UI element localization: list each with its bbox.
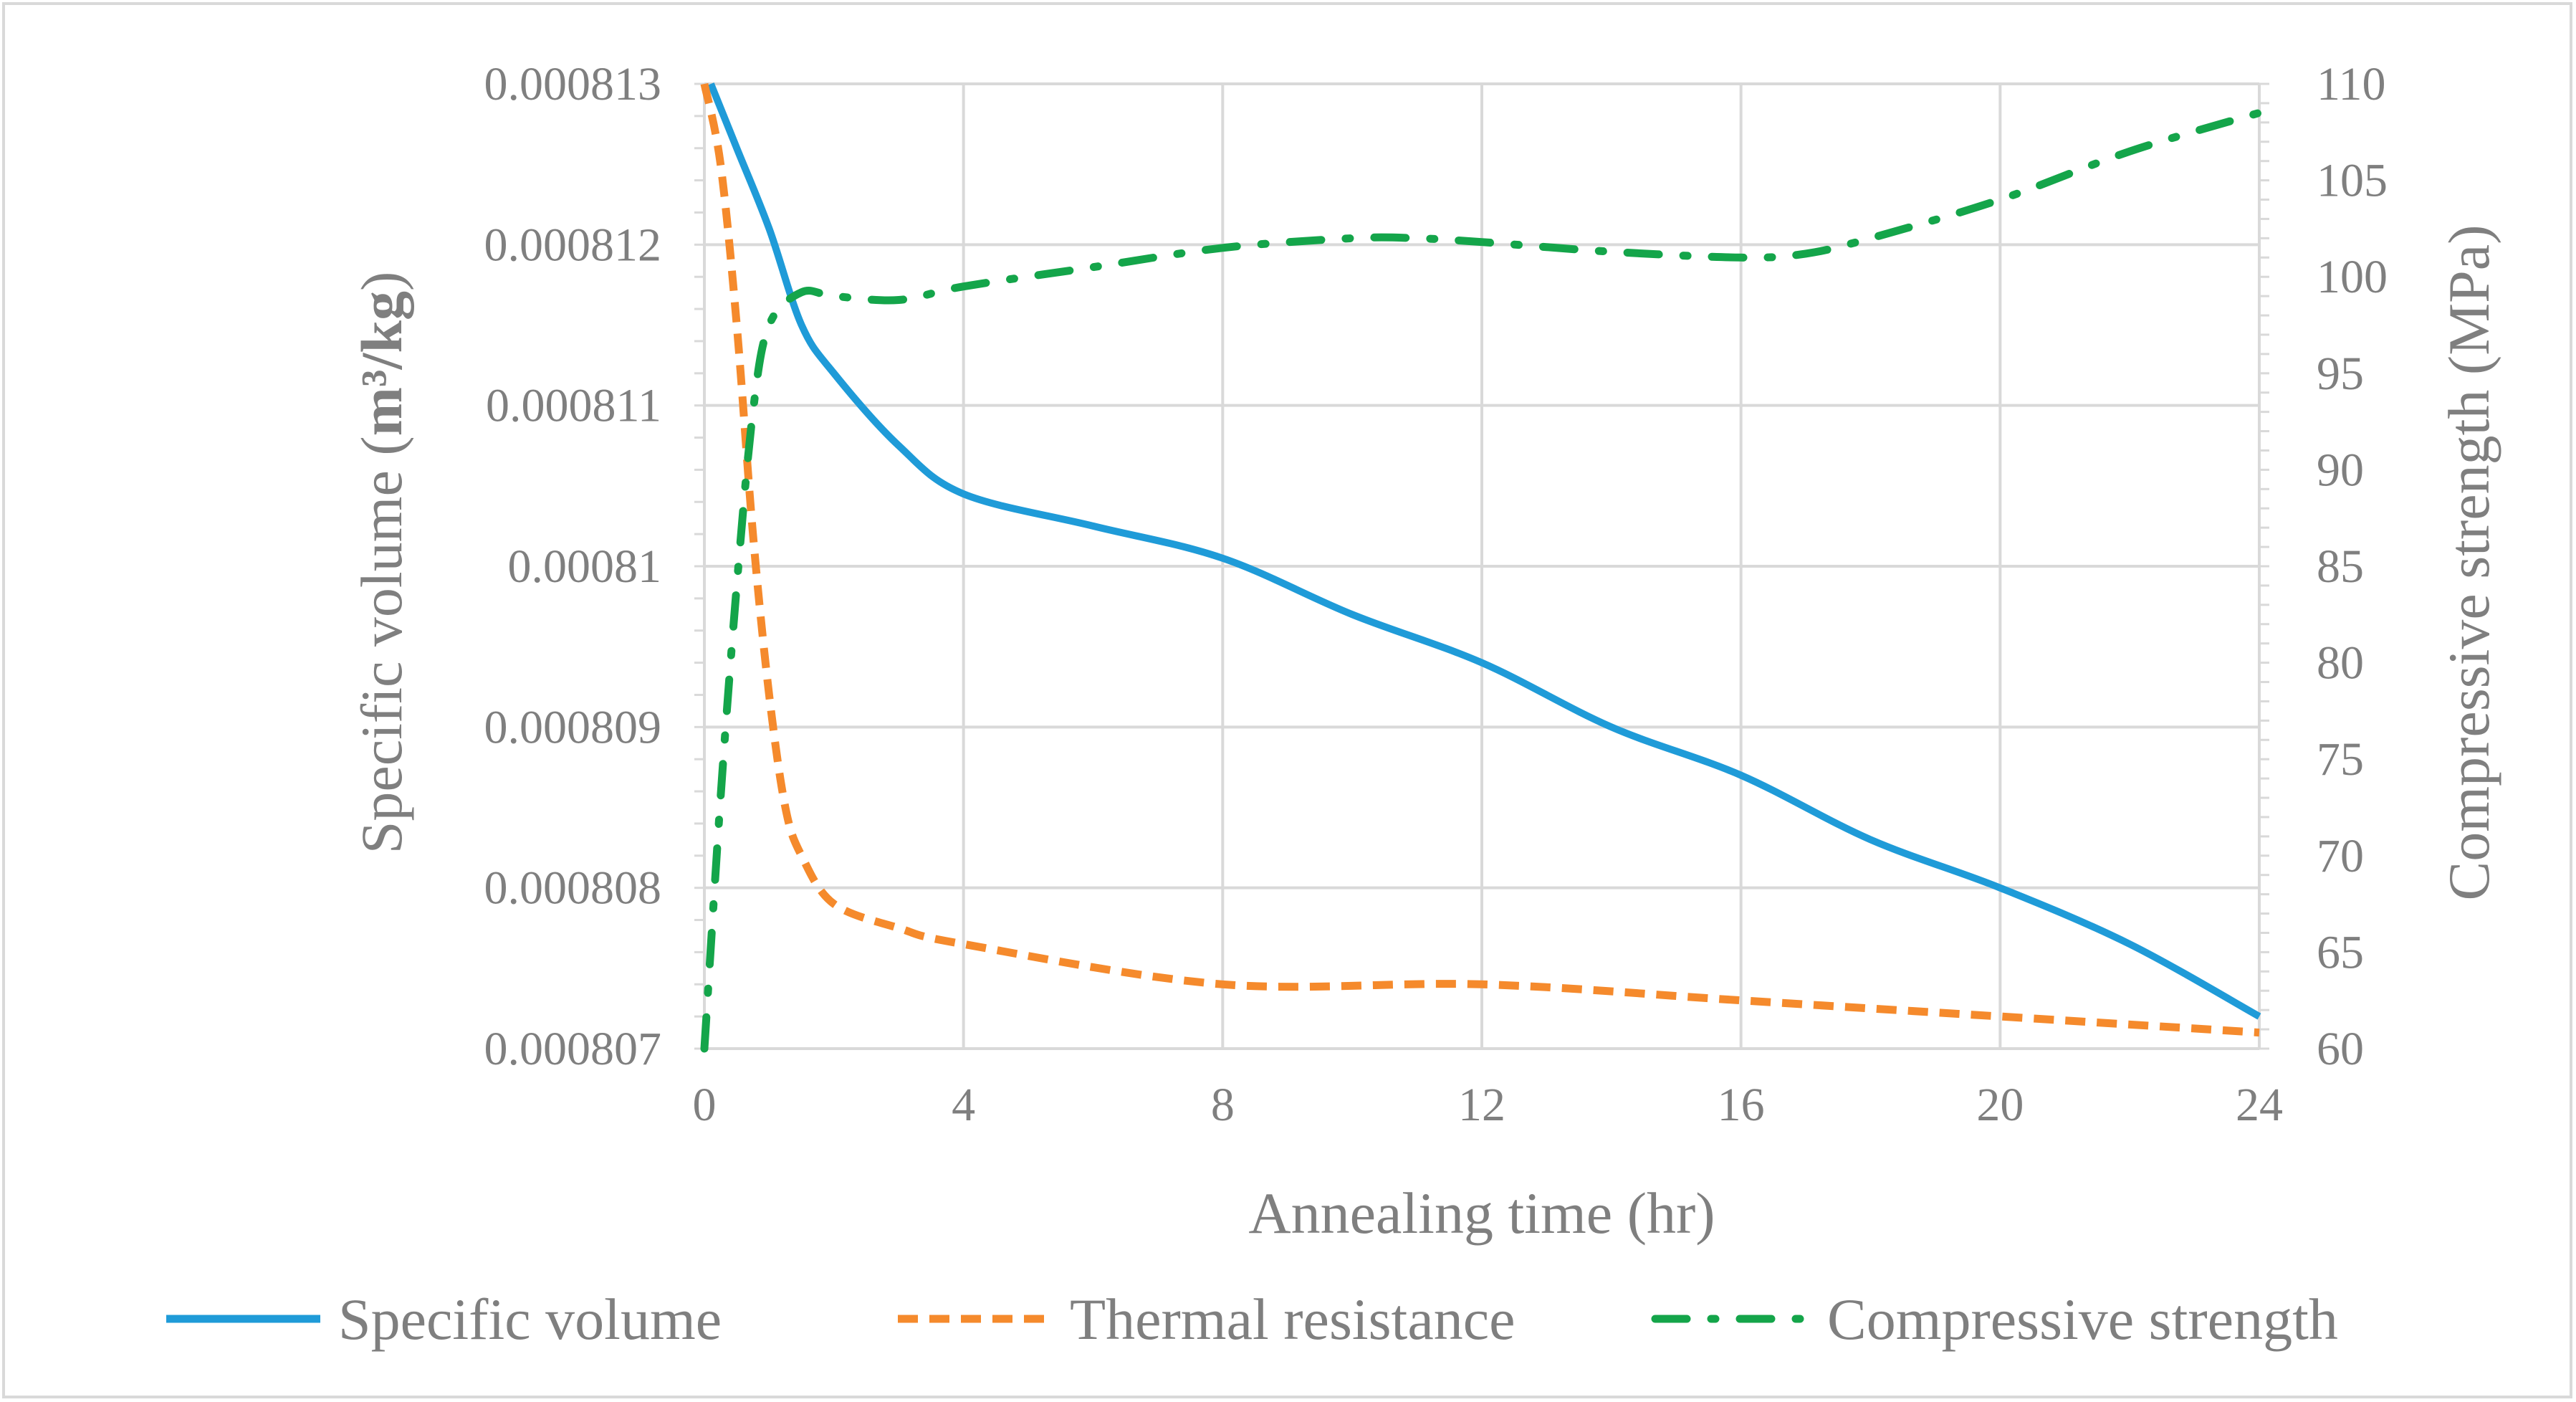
series-line-thermal-resistance [700,82,2260,1037]
right-y-tick-label: 105 [2317,155,2388,207]
left-y-axis-title: Specific volume (m³/kg) [349,272,414,854]
left-y-axis-ticks: 0.000807 0.000808 0.000809 0.00081 0.000811 0… [484,58,662,1075]
left-y-tick-label: 0.000812 [484,219,662,271]
left-y-axis-title-unit: m³/kg [349,291,414,436]
series-line-specific-volume [707,82,2261,1020]
right-y-tick-label: 90 [2317,444,2364,496]
x-axis-ticks: 0 4 8 12 16 20 24 [693,1079,2284,1131]
x-tick-label: 12 [1458,1079,1505,1131]
legend-label-specific-volume: Specific volume [338,1287,722,1352]
right-y-tick-label: 80 [2317,637,2364,690]
legend-label-thermal-resistance: Thermal resistance [1070,1287,1516,1352]
series-line-compressive-strength [700,108,2264,1053]
left-y-axis-title-prefix: Specific volume ( [349,436,414,854]
right-y-tick-label: 75 [2317,733,2364,786]
left-y-tick-label: 0.000808 [484,862,662,915]
right-y-tick-label: 85 [2317,540,2364,593]
right-y-axis-title: Compressive strength (MPa) [2436,225,2501,901]
x-tick-label: 20 [1976,1079,2024,1131]
right-y-tick-label: 100 [2317,251,2388,303]
left-y-tick-label: 0.000813 [484,58,662,110]
right-y-tick-label: 65 [2317,926,2364,978]
x-tick-label: 8 [1211,1079,1235,1131]
left-y-tick-label: 0.000807 [484,1023,662,1075]
right-y-tick-label: 60 [2317,1023,2364,1075]
legend-label-compressive-strength: Compressive strength [1827,1287,2338,1352]
right-y-tick-label: 70 [2317,830,2364,882]
x-tick-label: 4 [952,1079,975,1131]
left-y-tick-label: 0.000809 [484,701,662,753]
x-tick-label: 0 [693,1079,717,1131]
x-tick-label: 16 [1718,1079,1765,1131]
x-tick-label: 24 [2236,1079,2283,1131]
left-y-tick-label: 0.00081 [508,540,662,593]
right-y-axis-ticks: 60 65 70 75 80 85 90 95 100 105 110 [2317,58,2388,1075]
right-y-tick-label: 95 [2317,348,2364,400]
x-axis-title: Annealing time (hr) [1248,1181,1715,1246]
legend: Specific volume Thermal resistance Compres… [166,1287,2338,1352]
series-lines [700,82,2264,1053]
left-y-axis-title-suffix: ) [349,272,414,291]
gridlines [694,82,2269,1050]
right-y-tick-label: 110 [2317,58,2386,110]
left-y-tick-label: 0.000811 [486,380,661,432]
